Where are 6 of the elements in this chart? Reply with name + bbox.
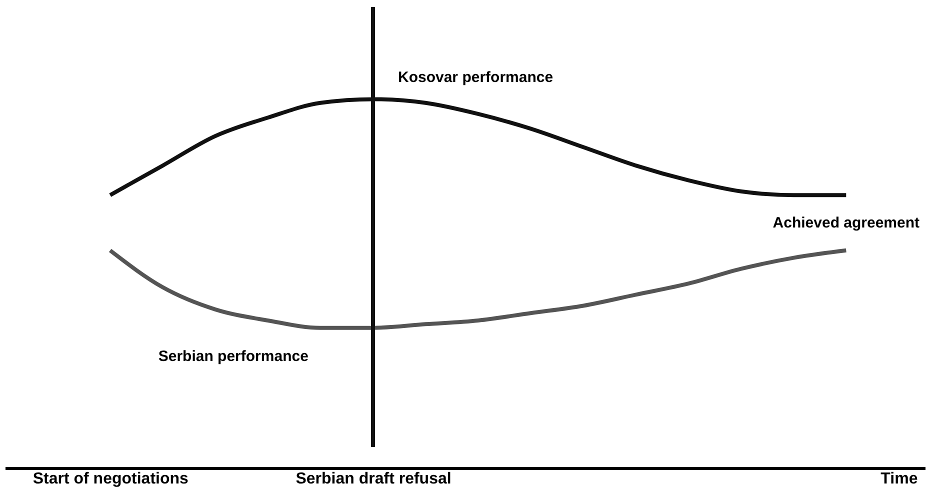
annotation: Achieved agreement: [772, 214, 920, 232]
x-tick-label: Serbian draft refusal: [296, 470, 452, 488]
x-tick-label: Start of negotiations: [32, 470, 189, 488]
x-tick-label: Time: [880, 470, 918, 488]
series-label: Serbian performance: [158, 348, 308, 365]
series-label: Kosovar performance: [398, 69, 554, 86]
